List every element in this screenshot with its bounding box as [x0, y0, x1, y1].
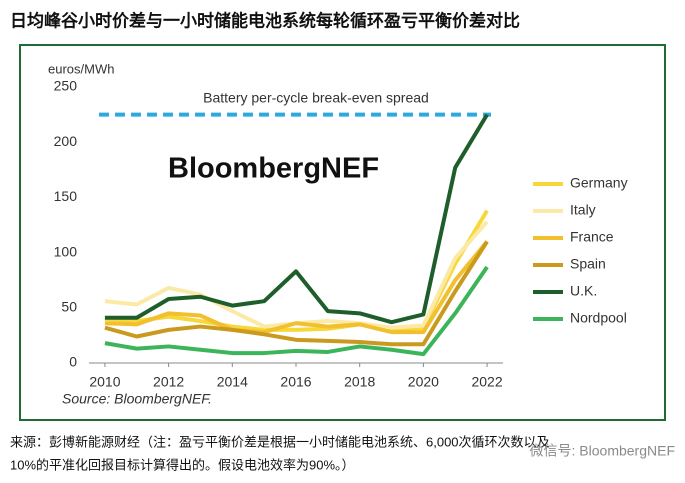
- footnote: 10%的平准化回报目标计算得出的。假设电池效率为90%。）: [10, 457, 355, 472]
- x-tick-label: 2014: [217, 374, 248, 390]
- series-line: [104, 265, 489, 357]
- chart-frame: [19, 44, 666, 421]
- y-axis-label: euros/MWh: [48, 61, 114, 76]
- watermark: BloombergNEF: [168, 153, 379, 185]
- reference-label: Battery per-cycle break-even spread: [203, 89, 429, 105]
- x-tick-label: 2020: [408, 374, 439, 390]
- legend-label: Germany: [570, 175, 628, 191]
- y-tick-label: 150: [54, 188, 78, 204]
- legend-label: Spain: [570, 256, 606, 272]
- x-tick-label: 2018: [344, 374, 375, 390]
- x-tick-label: 2016: [280, 374, 311, 390]
- x-tick-label: 2022: [471, 374, 502, 390]
- series-line: [104, 240, 489, 347]
- y-tick-label: 250: [54, 78, 78, 94]
- footnote: 来源：彭博新能源财经（注：盈亏平衡价差是根据一小时储能电池系统、6,000次循环…: [10, 434, 550, 449]
- x-tick-label: 2010: [89, 374, 120, 390]
- y-tick-label: 50: [61, 299, 77, 315]
- legend-label: France: [570, 229, 614, 245]
- legend-label: Nordpool: [570, 310, 627, 326]
- series-line: [104, 209, 489, 332]
- series-line: [104, 240, 489, 335]
- series-line: [104, 220, 489, 330]
- legend-label: U.K.: [570, 283, 597, 299]
- x-tick-label: 2012: [153, 374, 184, 390]
- y-tick-label: 200: [54, 133, 78, 149]
- wechat-watermark: 微信号: BloombergNEF: [530, 443, 675, 459]
- series-line: [104, 113, 489, 325]
- source: Source: BloombergNEF.: [62, 391, 212, 407]
- chart-title: 日均峰谷小时价差与一小时储能电池系统每轮循环盈亏平衡价差对比: [10, 10, 520, 30]
- y-tick-label: 100: [54, 243, 78, 259]
- y-tick-label: 0: [69, 354, 77, 370]
- legend-label: Italy: [570, 202, 596, 218]
